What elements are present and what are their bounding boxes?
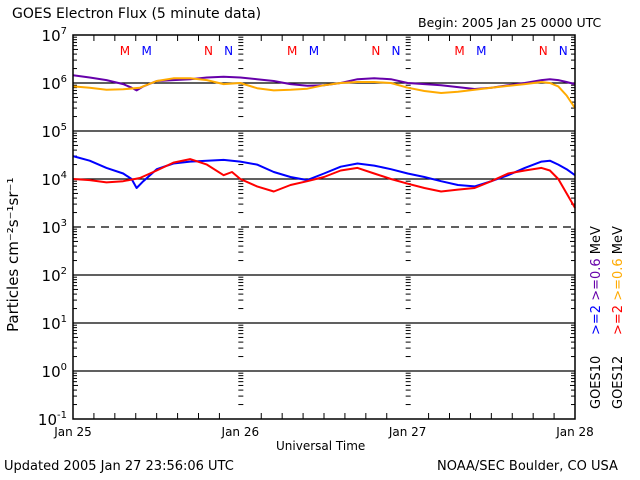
series-lines: [72, 74, 576, 209]
legend-entry: MeV: [611, 226, 626, 258]
x-tick-label: Jan 27: [388, 425, 427, 439]
series-goes12-0-6-mev: [72, 77, 576, 109]
legend-satellite: GOES10: [589, 356, 604, 409]
legend-entries: >=2 >=0.6 MeV: [589, 226, 604, 335]
legend-entry: >=0.6: [589, 258, 604, 305]
x-tick-labels: Jan 25 Jan 26 Jan 27 Jan 28: [53, 425, 594, 439]
chart-title: GOES Electron Flux (5 minute data): [12, 6, 262, 22]
marker-n: N: [539, 44, 548, 58]
grid-lines: [73, 82, 575, 372]
marker-m: M: [309, 44, 319, 58]
y-tick-label: 10-1: [38, 410, 67, 429]
marker-m: M: [287, 44, 297, 58]
marker-n: N: [371, 44, 380, 58]
series-goes10-2-mev: [72, 155, 576, 189]
plot-frame: [72, 34, 576, 420]
updated-timestamp: Updated 2005 Jan 27 23:56:06 UTC: [4, 459, 234, 474]
legend-entry: >=0.6: [611, 258, 626, 305]
legend-satellite: GOES12: [611, 356, 626, 409]
marker-n: N: [559, 44, 568, 58]
legend: GOES10 >=2 >=0.6 MeV GOES12 >=2 >=0.6 MeV: [589, 226, 626, 409]
x-tick-label: Jan 26: [221, 425, 260, 439]
legend-entries: >=2 >=0.6 MeV: [611, 226, 626, 335]
y-tick-label: 105: [42, 122, 67, 141]
x-axis-label: Universal Time: [276, 439, 366, 453]
y-tick-label: 104: [42, 170, 67, 189]
y-tick-label: 102: [42, 266, 67, 285]
marker-m: M: [120, 44, 130, 58]
y-tick-label: 103: [42, 218, 67, 237]
y-tick-label: 107: [42, 26, 67, 45]
credit-label: NOAA/SEC Boulder, CO USA: [437, 459, 618, 474]
series-goes12-2-mev: [72, 158, 576, 209]
legend-entry: >=2: [611, 305, 626, 335]
y-tick-label: 106: [42, 74, 67, 93]
marker-n: N: [204, 44, 213, 58]
legend-entry: >=2: [589, 305, 604, 335]
marker-n: N: [224, 44, 233, 58]
y-tick-label: 101: [42, 314, 67, 333]
marker-n: N: [391, 44, 400, 58]
y-tick-label: 100: [42, 362, 67, 381]
begin-time: Begin: 2005 Jan 25 0000 UTC: [418, 15, 602, 30]
marker-m: M: [141, 44, 151, 58]
x-tick-label: Jan 25: [53, 425, 92, 439]
marker-m: M: [454, 44, 464, 58]
legend-entry: MeV: [589, 226, 604, 258]
y-tick-labels: 107 106 105 104 103 102 101 100 10-1: [38, 26, 67, 429]
x-tick-label: Jan 28: [555, 425, 594, 439]
marker-m: M: [476, 44, 486, 58]
